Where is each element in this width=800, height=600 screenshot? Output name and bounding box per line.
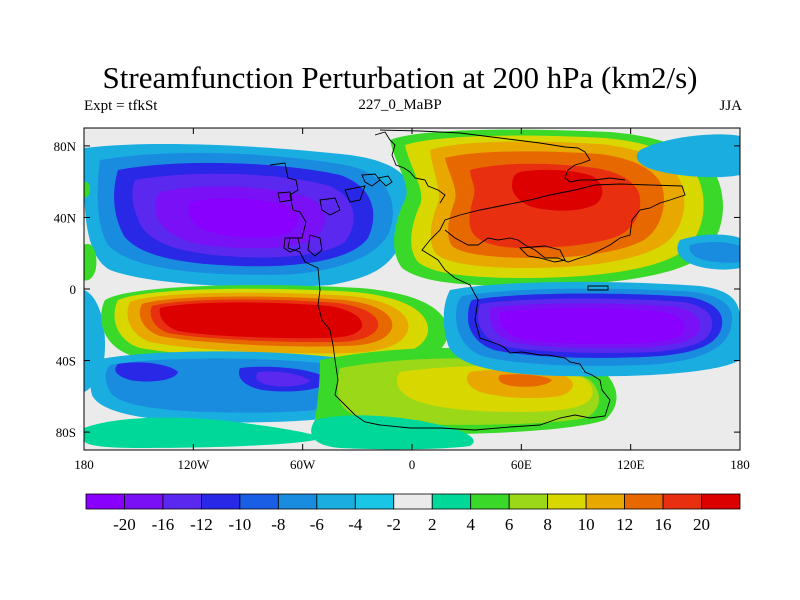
colorbar-swatch [277,493,318,510]
colorbar-label: 4 [466,515,475,534]
colorbar-label: -20 [113,515,136,534]
x-tick-label: 180 [74,457,94,472]
contour-band [84,243,97,281]
coastline [361,173,381,187]
contour-band [188,198,298,238]
contour-band [689,242,740,263]
colorbar-swatch [201,493,241,510]
coastline [269,162,686,431]
north-pacific-low [84,144,413,287]
y-tick-label: 40N [54,210,77,225]
colorbar-label: -4 [348,515,363,534]
contour-band [311,415,474,450]
colorbar-swatch [701,493,741,510]
contour-band [84,417,325,448]
coastline [374,131,446,204]
chart-title: Streamfunction Perturbation at 200 hPa (… [102,60,698,95]
run-label: 227_0_MaBP [358,97,442,113]
contour-band [498,374,552,387]
indian-ocean-low [443,281,740,377]
colorbar-swatch [624,493,664,510]
coastline [518,245,566,263]
south-pacific-high [101,285,449,370]
contour-band [115,362,178,382]
colorbar-label: 8 [543,515,552,534]
colorbar-label: -10 [229,515,252,534]
colorbar-swatch [354,493,395,510]
colorbar-swatch [470,493,510,510]
x-tick-label: 0 [409,457,416,472]
colorbar-swatch [585,493,625,510]
coastline [307,234,323,257]
x-tick-label: 120W [177,457,210,472]
experiment-label: Expt = tfkSt [84,98,158,114]
colorbar-swatch [431,493,472,510]
colorbar-swatch [162,493,202,510]
y-tick-label: 80S [56,425,76,440]
x-tick-label: 180 [730,457,750,472]
colorbar-swatch [547,493,587,510]
eurasia-high [390,129,723,286]
colorbar-label: 12 [616,515,633,534]
colorbar-swatch [662,493,702,510]
y-tick-label: 80N [54,139,77,154]
colorbar-label: 10 [578,515,595,534]
contour-field [84,128,740,450]
colorbar-label: -12 [190,515,213,534]
coastline-outline [269,129,686,431]
x-tick-label: 60E [511,457,532,472]
colorbar-label: -8 [271,515,285,534]
coastline [587,285,609,291]
colorbar-label: 20 [693,515,710,534]
x-tick-label: 60W [290,457,316,472]
colorbar-swatch [124,493,164,510]
coastline [344,185,366,203]
colorbar-label: 6 [505,515,514,534]
coastline [379,129,626,183]
contour-band [636,134,740,178]
y-tick-label: 40S [56,354,76,369]
colorbar-label: -16 [152,515,175,534]
colorbar-swatch [508,493,549,510]
colorbar-label: -6 [310,515,324,534]
coastline [319,197,341,216]
y-tick-label: 0 [70,282,77,297]
colorbar-label: 16 [655,515,672,534]
colorbar-label: -2 [387,515,401,534]
coastline [377,175,393,187]
south-pacific-low [89,351,386,423]
colorbar-swatch [316,493,356,510]
coastline [277,191,293,203]
colorbar: -20 -16 -12 -10 -8 -6 -4 -2 2 4 6 8 10 12 16 20 [85,493,741,534]
contour-band [256,371,310,387]
colorbar-swatch [393,493,433,510]
season-label: JJA [719,98,742,114]
contour-band [84,181,91,198]
colorbar-swatch [239,493,279,510]
contour-band [159,302,363,339]
colorbar-swatch [85,493,125,510]
x-tick-label: 120E [617,457,645,472]
colorbar-label: 2 [428,515,437,534]
axis-ticks: 180 120W 60W 0 60E 120E 180 80N 40N 0 40S 80S [54,128,750,472]
coastline [283,237,301,253]
contour-band [500,308,685,344]
